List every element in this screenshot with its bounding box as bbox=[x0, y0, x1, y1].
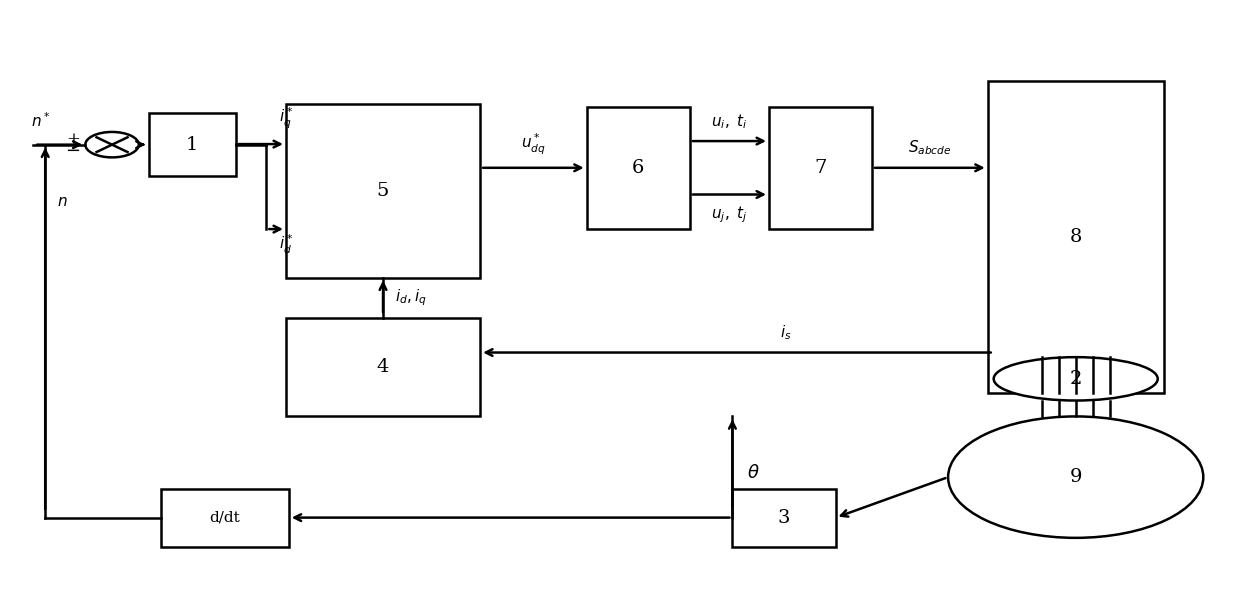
Text: $n$: $n$ bbox=[57, 195, 68, 209]
Text: 7: 7 bbox=[815, 159, 827, 177]
Text: 1: 1 bbox=[186, 136, 198, 153]
Text: $u_{dq}^*$: $u_{dq}^*$ bbox=[521, 132, 546, 158]
Text: 4: 4 bbox=[377, 358, 389, 376]
Bar bbox=[987, 81, 1164, 394]
Bar bbox=[587, 107, 689, 228]
Text: d/dt: d/dt bbox=[210, 510, 241, 525]
Text: 5: 5 bbox=[377, 182, 389, 200]
Bar bbox=[161, 489, 289, 546]
Text: $\theta$: $\theta$ bbox=[746, 464, 760, 482]
Text: 3: 3 bbox=[777, 509, 790, 527]
Bar bbox=[285, 104, 480, 278]
Ellipse shape bbox=[993, 357, 1158, 401]
Text: 9: 9 bbox=[1069, 468, 1083, 486]
Text: 8: 8 bbox=[1070, 228, 1081, 246]
Circle shape bbox=[86, 132, 139, 158]
Text: $i_d,i_q$: $i_d,i_q$ bbox=[396, 287, 427, 308]
Text: $n^*$: $n^*$ bbox=[31, 112, 50, 130]
Text: $i_q^*$: $i_q^*$ bbox=[279, 106, 293, 132]
Text: $u_j,\ t_j$: $u_j,\ t_j$ bbox=[711, 204, 748, 225]
Bar bbox=[769, 107, 872, 228]
Text: 2: 2 bbox=[1070, 370, 1081, 388]
Text: $S_{abcde}$: $S_{abcde}$ bbox=[908, 139, 952, 158]
Text: −: − bbox=[66, 142, 81, 160]
Text: $u_i,\ t_i$: $u_i,\ t_i$ bbox=[711, 113, 748, 131]
Text: $i_d^*$: $i_d^*$ bbox=[279, 233, 293, 256]
Bar bbox=[149, 113, 236, 176]
Bar bbox=[733, 489, 836, 546]
Text: $i_s$: $i_s$ bbox=[780, 323, 791, 342]
Bar bbox=[285, 318, 480, 417]
Text: 6: 6 bbox=[632, 159, 645, 177]
Circle shape bbox=[949, 417, 1203, 538]
Text: +: + bbox=[67, 131, 81, 148]
